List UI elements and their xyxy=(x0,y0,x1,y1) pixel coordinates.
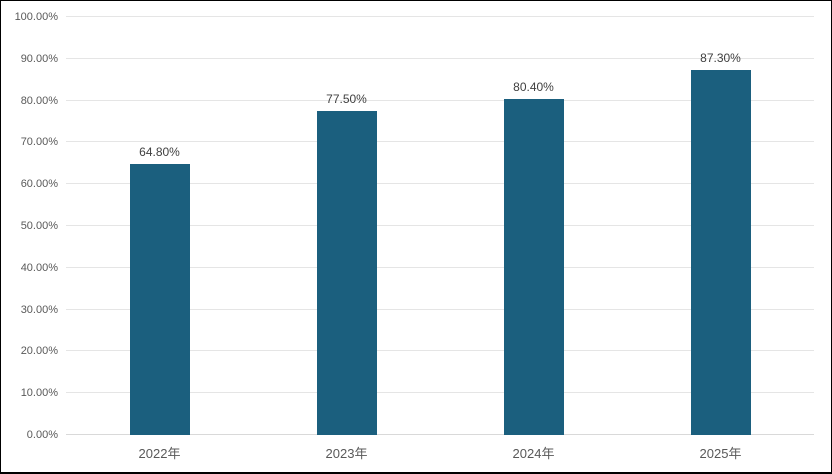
gridline xyxy=(66,141,814,143)
gridline xyxy=(66,183,814,185)
data-label-2022: 64.80% xyxy=(139,145,180,160)
gridline xyxy=(66,308,814,310)
gridline xyxy=(66,16,814,17)
y-tick-label: 90.00% xyxy=(20,52,58,65)
plot-area: 64.80% 77.50% 80.40% 87.30% xyxy=(66,16,814,435)
data-label-2023: 77.50% xyxy=(326,92,367,107)
bar-2023 xyxy=(316,111,377,435)
gridline xyxy=(66,225,814,226)
y-axis: 0.00% 10.00% 20.00% 30.00% 40.00% 50.00% 60.00… xyxy=(1,11,58,441)
bar-2024 xyxy=(503,98,564,435)
gridline xyxy=(66,266,814,268)
y-tick-label: 50.00% xyxy=(20,220,58,232)
x-tick-label-2023: 2023年 xyxy=(325,446,368,461)
bar-2022 xyxy=(129,164,190,435)
x-axis: 2022年 2023年 2024年 2025年 xyxy=(66,444,814,464)
y-tick-label: 70.00% xyxy=(20,136,58,149)
x-axis-line xyxy=(66,434,814,435)
y-tick-label: 100.00% xyxy=(14,11,58,23)
gridline xyxy=(66,57,814,59)
gridline xyxy=(66,392,814,394)
x-tick-label-2024: 2024年 xyxy=(512,446,555,461)
data-label-2025: 87.30% xyxy=(700,51,741,66)
data-label-2024: 80.40% xyxy=(513,79,554,94)
y-tick-label: 0.00% xyxy=(26,429,58,441)
gridline xyxy=(66,350,814,352)
y-tick-label: 40.00% xyxy=(20,261,58,274)
y-tick-label: 10.00% xyxy=(20,387,58,400)
y-tick-label: 80.00% xyxy=(20,94,58,107)
y-tick-label: 30.00% xyxy=(20,303,58,316)
y-tick-label: 60.00% xyxy=(20,178,58,191)
x-tick-label-2025: 2025年 xyxy=(699,446,742,461)
bar-2025 xyxy=(690,70,751,435)
x-tick-label-2022: 2022年 xyxy=(138,446,181,461)
gridline xyxy=(66,99,814,101)
y-tick-label: 20.00% xyxy=(20,345,58,358)
